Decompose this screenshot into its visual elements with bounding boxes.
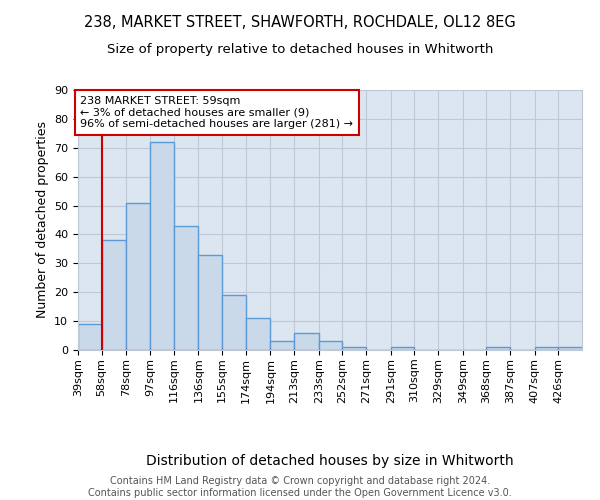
Bar — [78, 324, 101, 350]
Text: Contains HM Land Registry data © Crown copyright and database right 2024.
Contai: Contains HM Land Registry data © Crown c… — [88, 476, 512, 498]
Bar — [271, 342, 294, 350]
Bar — [294, 332, 319, 350]
Text: 238, MARKET STREET, SHAWFORTH, ROCHDALE, OL12 8EG: 238, MARKET STREET, SHAWFORTH, ROCHDALE,… — [84, 15, 516, 30]
Bar — [319, 342, 343, 350]
Text: Distribution of detached houses by size in Whitworth: Distribution of detached houses by size … — [146, 454, 514, 468]
Bar — [173, 226, 199, 350]
Bar — [343, 347, 366, 350]
Text: 238 MARKET STREET: 59sqm
← 3% of detached houses are smaller (9)
96% of semi-det: 238 MARKET STREET: 59sqm ← 3% of detache… — [80, 96, 353, 129]
Bar — [199, 254, 222, 350]
Y-axis label: Number of detached properties: Number of detached properties — [35, 122, 49, 318]
Bar — [101, 240, 127, 350]
Bar — [487, 347, 510, 350]
Bar — [222, 295, 245, 350]
Bar — [559, 347, 582, 350]
Bar — [150, 142, 173, 350]
Bar — [245, 318, 271, 350]
Text: Size of property relative to detached houses in Whitworth: Size of property relative to detached ho… — [107, 42, 493, 56]
Bar — [535, 347, 559, 350]
Bar — [391, 347, 415, 350]
Bar — [127, 202, 150, 350]
